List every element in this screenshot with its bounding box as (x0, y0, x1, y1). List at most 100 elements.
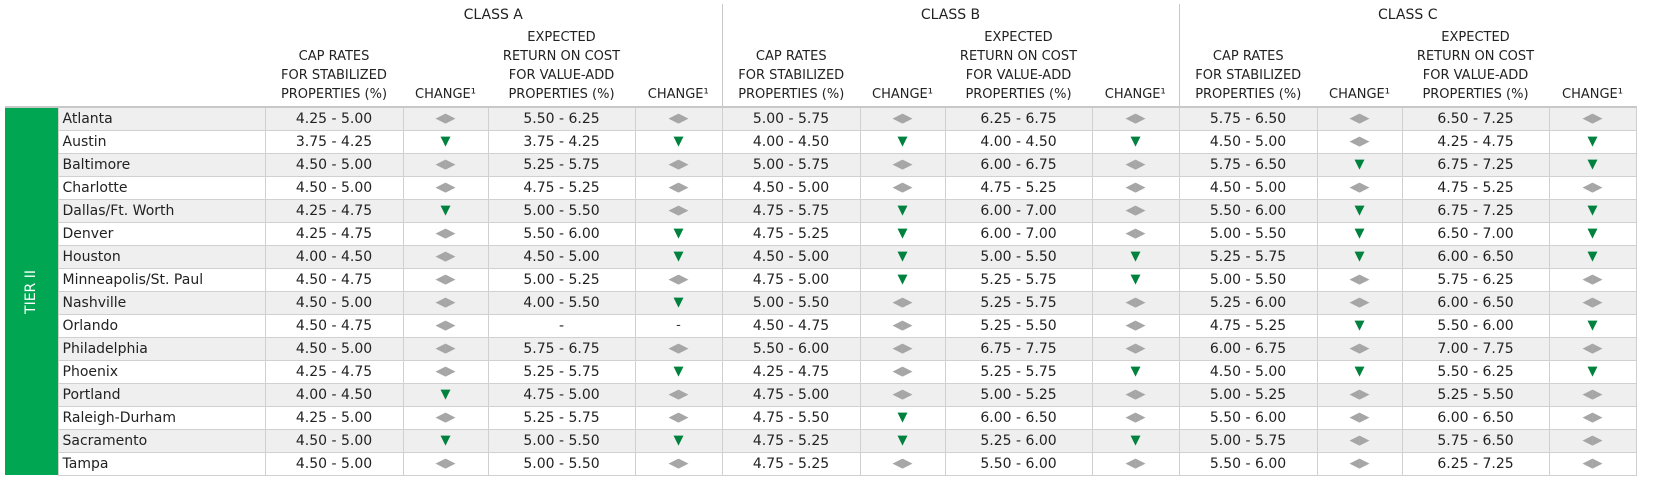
header-line: FOR STABILIZED (738, 68, 845, 83)
market-row: Denver 4.25 - 4.75 ◀▶ 5.50 - 6.00 ▼ 4.75 - 5.… (5, 221, 1637, 246)
column-header: CAP RATES FOR STABILIZED PROPERTIES (%) (1178, 26, 1317, 108)
rate-cell: 5.50 - 6.00 (944, 451, 1093, 476)
header-line: RETURN ON COST (959, 49, 1078, 64)
change-cell: ◀▶ (1548, 451, 1637, 476)
header-line: CAP RATES (755, 49, 827, 64)
change-cell: ▼ (1091, 428, 1180, 453)
market-row: Dallas/Ft. Worth 4.25 - 4.75 ▼ 5.00 - 5.50 ◀… (5, 198, 1637, 223)
rate-cell: 4.50 - 5.00 (1178, 359, 1318, 384)
rate-cell: 5.25 - 5.75 (944, 359, 1093, 384)
change-cell: ◀▶ (1316, 451, 1403, 476)
change-cell: ◀▶ (1548, 267, 1637, 292)
rate-cell: 6.00 - 6.75 (944, 152, 1093, 177)
change-cell: ▼ (1548, 152, 1637, 177)
rate-cell: 5.00 - 5.50 (1178, 267, 1318, 292)
rate-cell: 4.25 - 5.00 (264, 405, 404, 430)
change-cell: ▼ (859, 221, 946, 246)
market-row: Baltimore 4.50 - 5.00 ◀▶ 5.25 - 5.75 ◀▶ 5.00 … (5, 152, 1637, 177)
change-cell: ▼ (1316, 244, 1403, 269)
column-header: CAP RATES FOR STABILIZED PROPERTIES (%) (265, 26, 403, 108)
change-cell: ◀▶ (1548, 290, 1637, 315)
rate-cell: 4.50 - 5.00 (487, 244, 636, 269)
rate-cell: 4.75 - 5.25 (1178, 313, 1318, 338)
change-cell: ◀▶ (634, 267, 723, 292)
blank (5, 4, 265, 26)
rate-cell: 5.00 - 5.50 (487, 428, 636, 453)
header-line: FOR VALUE-ADD (1422, 68, 1529, 83)
change-cell: ◀▶ (859, 106, 946, 131)
rate-cell: 5.00 - 5.75 (1178, 428, 1318, 453)
rate-cell: 5.25 - 5.75 (487, 152, 636, 177)
market-name: Baltimore (57, 152, 266, 177)
change-cell: ◀▶ (1548, 428, 1637, 453)
rate-cell: 5.25 - 5.75 (487, 359, 636, 384)
header-line: FOR VALUE-ADD (508, 68, 615, 83)
change-cell: ◀▶ (1548, 106, 1637, 131)
change-cell: ▼ (859, 405, 946, 430)
rate-cell: 5.50 - 6.00 (1401, 313, 1550, 338)
class-header: CLASS B (721, 4, 1179, 26)
change-cell: ◀▶ (402, 267, 489, 292)
change-cell: ▼ (402, 382, 489, 407)
rate-cell: 6.00 - 6.50 (1401, 405, 1550, 430)
header-line: PROPERTIES (%) (738, 87, 845, 102)
change-cell: ◀▶ (1316, 290, 1403, 315)
rate-cell: 5.00 - 5.75 (721, 106, 861, 131)
rate-cell: 6.50 - 7.25 (1401, 106, 1550, 131)
column-header: EXPECTED RETURN ON COST FOR VALUE-ADD PROPE… (1402, 26, 1549, 108)
cap-rate-table: CLASS A CLASS B CLASS C CAP RATES FOR STABIL… (5, 4, 1637, 476)
market-name: Tampa (57, 451, 266, 476)
change-cell: ◀▶ (402, 313, 489, 338)
change-cell: ◀▶ (1091, 221, 1180, 246)
rate-cell: 4.25 - 5.00 (264, 106, 404, 131)
change-cell: ◀▶ (1091, 405, 1180, 430)
rate-cell: 4.75 - 5.00 (721, 267, 861, 292)
rate-cell: 4.50 - 4.75 (264, 313, 404, 338)
change-cell: ◀▶ (859, 336, 946, 361)
table-header: CLASS A CLASS B CLASS C CAP RATES FOR STABIL… (5, 4, 1636, 108)
market-name: Austin (57, 129, 266, 154)
rate-cell: 4.75 - 5.50 (721, 405, 861, 430)
header-line: EXPECTED (1441, 30, 1510, 45)
change-cell: ◀▶ (1091, 198, 1180, 223)
change-cell: ▼ (859, 428, 946, 453)
change-cell: ◀▶ (1091, 152, 1180, 177)
rate-cell: 5.75 - 6.50 (1178, 106, 1318, 131)
header-line: CAP RATES (298, 49, 370, 64)
change-cell: ◀▶ (1091, 382, 1180, 407)
tier-label: TIER II (23, 269, 40, 314)
rate-cell: 4.75 - 5.25 (944, 175, 1093, 200)
column-header: CHANGE¹ (1092, 26, 1179, 108)
change-cell: ◀▶ (1316, 129, 1403, 154)
change-cell: ◀▶ (1091, 290, 1180, 315)
rate-cell: 4.50 - 4.75 (264, 267, 404, 292)
change-cell: ◀▶ (859, 152, 946, 177)
change-cell: ◀▶ (634, 106, 723, 131)
change-cell: ◀▶ (402, 290, 489, 315)
column-header: CHANGE¹ (860, 26, 945, 108)
rate-cell: 5.25 - 5.75 (944, 267, 1093, 292)
change-cell: ▼ (634, 129, 723, 154)
change-cell: ▼ (634, 428, 723, 453)
market-name: Orlando (57, 313, 266, 338)
header-line: CHANGE¹ (647, 87, 709, 102)
change-cell: ▼ (1548, 129, 1637, 154)
rate-cell: 5.00 - 5.50 (1178, 221, 1318, 246)
change-cell: ◀▶ (859, 382, 946, 407)
group-header-row: CLASS A CLASS B CLASS C (5, 4, 1636, 26)
rate-cell: 4.50 - 5.00 (264, 451, 404, 476)
change-cell: ◀▶ (1548, 175, 1637, 200)
rate-cell: 4.25 - 4.75 (264, 221, 404, 246)
market-name: Philadelphia (57, 336, 266, 361)
rate-cell: 5.00 - 5.25 (1178, 382, 1318, 407)
rate-cell: 4.75 - 5.75 (721, 198, 861, 223)
header-line: CHANGE¹ (1329, 87, 1390, 102)
rate-cell: 5.25 - 5.75 (487, 405, 636, 430)
change-cell: ◀▶ (1091, 451, 1180, 476)
class-header: CLASS A (463, 7, 523, 23)
rate-cell: 4.50 - 4.75 (721, 313, 861, 338)
rate-cell: 4.50 - 5.00 (1178, 129, 1318, 154)
rate-cell: 5.75 - 6.75 (487, 336, 636, 361)
rate-cell: 5.00 - 5.75 (721, 152, 861, 177)
change-cell: ◀▶ (1548, 382, 1637, 407)
